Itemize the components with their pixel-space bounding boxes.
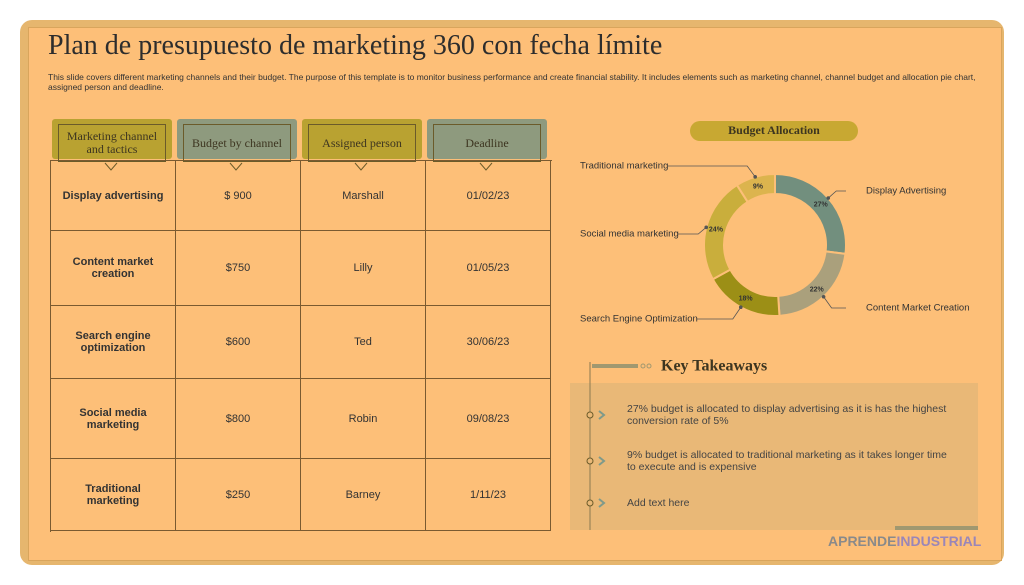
slide-description: This slide covers different marketing ch… [48, 72, 976, 92]
value-label: 24% [709, 227, 724, 234]
table-cell: 01/02/23 [426, 161, 551, 231]
column-header: Deadline [433, 124, 541, 162]
table-cell: $600 [176, 306, 301, 379]
table-cell: Marshall [301, 161, 426, 231]
donut-segment [711, 268, 781, 317]
value-label: 18% [739, 295, 754, 302]
table-cell: $750 [176, 231, 301, 306]
timeline-dot [586, 499, 594, 507]
leader-line [827, 190, 846, 199]
leader-line [678, 227, 707, 235]
takeaway-text: 27% budget is allocated to display adver… [627, 403, 947, 427]
slide-title: Plan de presupuesto de marketing 360 con… [48, 30, 663, 61]
watermark: APRENDEINDUSTRIAL [828, 533, 982, 549]
leader-line [697, 306, 742, 320]
table-cell: $ 900 [176, 161, 301, 231]
column-header: Assigned person [308, 124, 416, 162]
table-cell: $800 [176, 379, 301, 459]
table-cell: Traditional marketing [51, 459, 176, 531]
budget-table: Display advertising $ 900 Marshall 01/02/23… [50, 160, 552, 532]
column-header: Budget by channel [183, 124, 291, 162]
header-arrow [479, 162, 493, 171]
dot [640, 363, 646, 369]
watermark-part: INDUSTRIAL [896, 533, 981, 549]
chart-title: Budget Allocation [728, 123, 820, 137]
donut-chart: 27% Display Advertising 22% Content Market … [580, 161, 970, 325]
table-cell: Search engine optimization [51, 306, 176, 379]
donut-segment [774, 172, 847, 256]
table-cell: Ted [301, 306, 426, 379]
category-label: Content Market Creation [866, 303, 970, 314]
leader-line [668, 165, 756, 178]
takeaways-box [570, 383, 978, 530]
table-cell: Robin [301, 379, 426, 459]
takeaway-text: Add text here [627, 497, 690, 509]
watermark-part: APRENDE [828, 533, 896, 549]
timeline-bar [592, 364, 638, 368]
category-label: Search Engine Optimization [580, 314, 698, 325]
chevron [598, 410, 606, 420]
dot [646, 363, 652, 369]
table-cell: Barney [301, 459, 426, 531]
value-label: 27% [814, 202, 829, 209]
leader-dot [753, 175, 757, 179]
donut-segment [777, 250, 847, 317]
value-label: 9% [753, 183, 764, 190]
header-chip: Deadline [427, 119, 547, 162]
table-cell: $250 [176, 459, 301, 531]
header-arrow [229, 162, 243, 171]
accent-bar [895, 526, 978, 530]
takeaway-markers [586, 410, 606, 508]
category-label: Traditional marketing [580, 161, 668, 172]
takeaway-text: 9% budget is allocated to traditional ma… [627, 449, 947, 473]
category-label: Social media marketing [580, 229, 679, 240]
chevron [598, 456, 606, 466]
table-cell: Display advertising [51, 161, 176, 231]
category-label: Display Advertising [866, 186, 946, 197]
header-chip: Assigned person [302, 119, 422, 162]
header-arrow [104, 162, 118, 171]
header-chip: Budget by channel [177, 119, 297, 162]
leader-dot [821, 294, 826, 299]
column-header: Marketing channel and tactics [58, 124, 166, 162]
header-chip: Marketing channel and tactics [52, 119, 172, 162]
value-label: 22% [810, 286, 825, 293]
leader-dot [826, 196, 831, 200]
header-arrow [354, 162, 368, 171]
table-cell: 01/05/23 [426, 231, 551, 306]
donut-segment [735, 172, 776, 204]
leader-dot [704, 225, 709, 230]
timeline-dot [586, 457, 594, 465]
table-cell: 30/06/23 [426, 306, 551, 379]
chevron [598, 498, 606, 508]
table-cell: 1/11/23 [426, 459, 551, 531]
table-cell: Lilly [301, 231, 426, 306]
takeaways-title: Key Takeaways [661, 358, 767, 375]
table-cell: 09/08/23 [426, 379, 551, 459]
chart-title-pill [690, 121, 858, 141]
leader-dot [738, 305, 743, 310]
table-cell: Content market creation [51, 231, 176, 306]
timeline-dot [586, 411, 594, 419]
table-cell: Social media marketing [51, 379, 176, 459]
leader-line [823, 296, 846, 309]
